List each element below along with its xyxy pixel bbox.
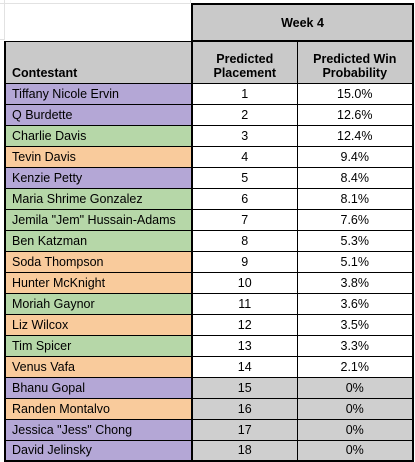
placement-cell[interactable]: 11: [191, 292, 298, 315]
placement-cell[interactable]: 13: [191, 334, 298, 357]
placement-cell[interactable]: 10: [191, 271, 298, 294]
placement-cell[interactable]: 17: [191, 418, 298, 441]
table-row: Tiffany Nicole Ervin 1 15.0%: [4, 82, 414, 105]
placement-header-line1: Predicted: [216, 51, 274, 66]
table-row: Bhanu Gopal 15 0%: [4, 376, 414, 399]
table-row: Q Burdette 2 12.6%: [4, 103, 414, 126]
contestant-column-header[interactable]: Contestant: [4, 40, 193, 84]
contestant-name-cell[interactable]: Maria Shrime Gonzalez: [4, 187, 193, 210]
placement-cell[interactable]: 1: [191, 82, 298, 105]
table-row: Randen Montalvo 16 0%: [4, 397, 414, 420]
probability-cell[interactable]: 3.5%: [296, 313, 414, 336]
placement-cell[interactable]: 9: [191, 250, 298, 273]
probability-cell[interactable]: 0%: [296, 418, 414, 441]
probability-cell[interactable]: 2.1%: [296, 355, 414, 378]
probability-cell[interactable]: 8.4%: [296, 166, 414, 189]
probability-cell[interactable]: 3.6%: [296, 292, 414, 315]
table-row: Ben Katzman 8 5.3%: [4, 229, 414, 252]
contestant-name-cell[interactable]: Tim Spicer: [4, 334, 193, 357]
contestant-name-cell[interactable]: Liz Wilcox: [4, 313, 193, 336]
placement-cell[interactable]: 18: [191, 439, 298, 462]
probability-cell[interactable]: 7.6%: [296, 208, 414, 231]
table-row: Charlie Davis 3 12.4%: [4, 124, 414, 147]
contestant-name-cell[interactable]: Charlie Davis: [4, 124, 193, 147]
table-row: Tim Spicer 13 3.3%: [4, 334, 414, 357]
week-header[interactable]: Week 4: [191, 3, 414, 42]
contestant-name-cell[interactable]: Tevin Davis: [4, 145, 193, 168]
probability-cell[interactable]: 0%: [296, 397, 414, 420]
table-row: David Jelinsky 18 0%: [4, 439, 414, 462]
placement-cell[interactable]: 14: [191, 355, 298, 378]
placement-header-line2: Placement: [213, 65, 277, 80]
probability-cell[interactable]: 12.4%: [296, 124, 414, 147]
placement-cell[interactable]: 16: [191, 397, 298, 420]
table-row: Liz Wilcox 12 3.5%: [4, 313, 414, 336]
table-row: Maria Shrime Gonzalez 6 8.1%: [4, 187, 414, 210]
probability-header-line1: Predicted Win: [313, 51, 397, 66]
contestant-name-cell[interactable]: Q Burdette: [4, 103, 193, 126]
contestant-name-cell[interactable]: Jemila "Jem" Hussain-Adams: [4, 208, 193, 231]
placement-cell[interactable]: 8: [191, 229, 298, 252]
probability-cell[interactable]: 0%: [296, 439, 414, 462]
probability-cell[interactable]: 0%: [296, 376, 414, 399]
placement-cell[interactable]: 4: [191, 145, 298, 168]
probability-column-header[interactable]: Predicted Win Probability: [296, 40, 414, 84]
table-row: Kenzie Petty 5 8.4%: [4, 166, 414, 189]
probability-cell[interactable]: 5.1%: [296, 250, 414, 273]
placement-cell[interactable]: 3: [191, 124, 298, 147]
probability-cell[interactable]: 8.1%: [296, 187, 414, 210]
table-row: Soda Thompson 9 5.1%: [4, 250, 414, 273]
table-row: Moriah Gaynor 11 3.6%: [4, 292, 414, 315]
probability-cell[interactable]: 15.0%: [296, 82, 414, 105]
contestant-name-cell[interactable]: Bhanu Gopal: [4, 376, 193, 399]
placement-cell[interactable]: 7: [191, 208, 298, 231]
placement-column-header[interactable]: Predicted Placement: [191, 40, 298, 84]
contestant-name-cell[interactable]: Venus Vafa: [4, 355, 193, 378]
probability-cell[interactable]: 3.8%: [296, 271, 414, 294]
table-row: Jemila "Jem" Hussain-Adams 7 7.6%: [4, 208, 414, 231]
placement-cell[interactable]: 5: [191, 166, 298, 189]
contestant-name-cell[interactable]: Tiffany Nicole Ervin: [4, 82, 193, 105]
contestant-name-cell[interactable]: Hunter McKnight: [4, 271, 193, 294]
table-row: Hunter McKnight 10 3.8%: [4, 271, 414, 294]
contestant-name-cell[interactable]: Moriah Gaynor: [4, 292, 193, 315]
predictions-table: Week 4 Contestant Predicted Placement Pr…: [4, 3, 414, 462]
placement-cell[interactable]: 15: [191, 376, 298, 399]
contestant-name-cell[interactable]: Jessica "Jess" Chong: [4, 418, 193, 441]
contestant-name-cell[interactable]: Kenzie Petty: [4, 166, 193, 189]
probability-cell[interactable]: 9.4%: [296, 145, 414, 168]
probability-cell[interactable]: 12.6%: [296, 103, 414, 126]
contestant-name-cell[interactable]: Soda Thompson: [4, 250, 193, 273]
probability-cell[interactable]: 3.3%: [296, 334, 414, 357]
placement-cell[interactable]: 2: [191, 103, 298, 126]
contestant-name-cell[interactable]: Randen Montalvo: [4, 397, 193, 420]
table-row: Tevin Davis 4 9.4%: [4, 145, 414, 168]
probability-cell[interactable]: 5.3%: [296, 229, 414, 252]
table-row: Jessica "Jess" Chong 17 0%: [4, 418, 414, 441]
contestant-name-cell[interactable]: David Jelinsky: [4, 439, 193, 462]
placement-cell[interactable]: 12: [191, 313, 298, 336]
probability-header-line2: Probability: [322, 65, 388, 80]
table-row: Venus Vafa 14 2.1%: [4, 355, 414, 378]
placement-cell[interactable]: 6: [191, 187, 298, 210]
contestant-name-cell[interactable]: Ben Katzman: [4, 229, 193, 252]
